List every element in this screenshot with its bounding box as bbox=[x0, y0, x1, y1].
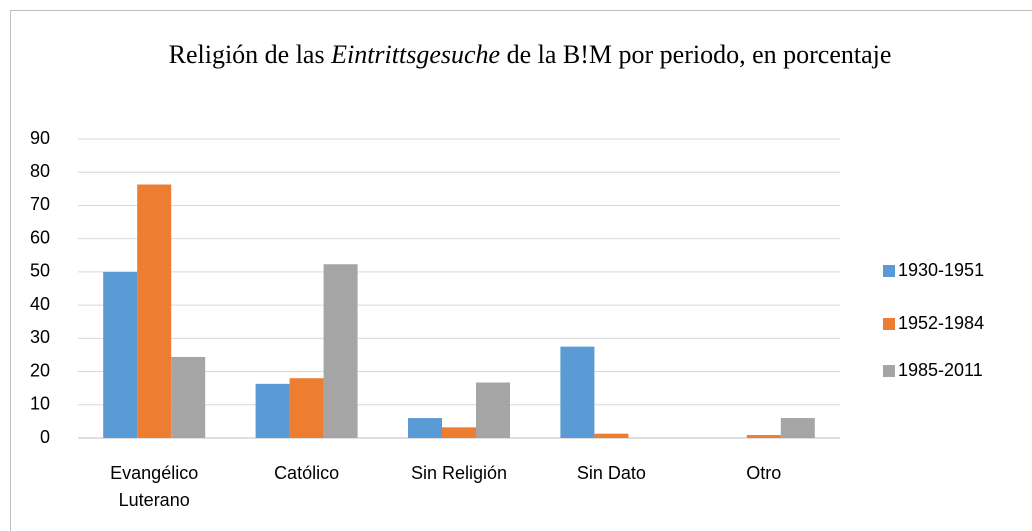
legend-label: 1930-1951 bbox=[898, 260, 984, 280]
y-tick-label: 10 bbox=[30, 394, 50, 414]
y-tick-label: 30 bbox=[30, 327, 50, 347]
bar bbox=[289, 378, 324, 438]
bar bbox=[442, 427, 476, 438]
bar bbox=[476, 382, 510, 438]
x-tick-label: Otro bbox=[746, 463, 782, 483]
legend-label: 1985-2011 bbox=[898, 360, 983, 380]
bar bbox=[103, 271, 138, 438]
legend-label: 1952-1984 bbox=[898, 313, 984, 333]
y-tick-label: 80 bbox=[30, 161, 50, 181]
y-tick-label: 60 bbox=[30, 227, 50, 247]
y-tick-label: 20 bbox=[30, 360, 50, 380]
x-tick-label: Evangélico Luterano bbox=[110, 463, 199, 510]
legend-swatch bbox=[883, 265, 895, 277]
bar bbox=[594, 433, 629, 438]
y-tick-label: 50 bbox=[30, 261, 50, 281]
y-tick-label: 70 bbox=[30, 194, 50, 214]
bar bbox=[323, 264, 358, 438]
legend-swatch bbox=[883, 318, 895, 330]
bar bbox=[780, 418, 815, 438]
x-tick-label: Católico bbox=[274, 463, 340, 483]
x-tick-label: Sin Dato bbox=[576, 463, 646, 483]
bar bbox=[171, 356, 206, 438]
bar bbox=[408, 418, 442, 438]
y-tick-label: 40 bbox=[30, 294, 50, 314]
chart-frame bbox=[10, 10, 1032, 531]
bar bbox=[746, 435, 781, 438]
bar bbox=[560, 346, 595, 438]
bar bbox=[255, 383, 290, 438]
legend-swatch bbox=[883, 365, 895, 377]
x-tick-label: Sin Religión bbox=[410, 463, 508, 483]
y-tick-label: 90 bbox=[30, 128, 50, 148]
bar bbox=[137, 184, 172, 438]
title-part: Eintrittsgesuche bbox=[331, 40, 501, 69]
y-tick-label: 0 bbox=[40, 427, 50, 447]
chart-title: Religión de las Eintrittsgesuche de la B… bbox=[140, 38, 920, 72]
title-part: Religión de las bbox=[168, 40, 332, 69]
title-part: de la B!M por periodo, en porcentaje bbox=[500, 40, 892, 69]
